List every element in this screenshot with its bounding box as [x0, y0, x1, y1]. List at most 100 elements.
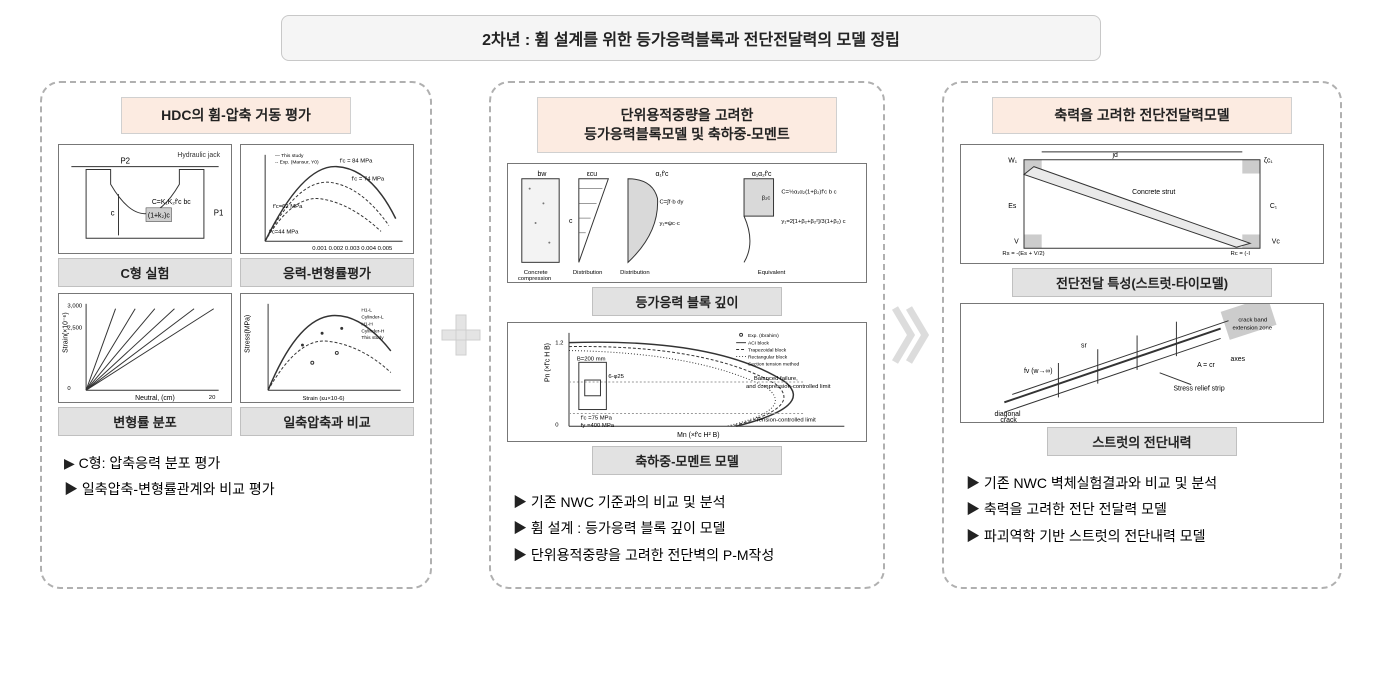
svg-text:C=K₁K₂f'c bc: C=K₁K₂f'c bc — [152, 199, 191, 206]
panel-hdc-subtitle: HDC의 휨-압축 거동 평가 — [121, 97, 351, 134]
svg-text:Mn (×f'c H² B): Mn (×f'c H² B) — [677, 432, 719, 439]
svg-text:c: c — [111, 209, 115, 218]
svg-text:crack: crack — [1000, 417, 1017, 422]
svg-text:fy =400 MPa: fy =400 MPa — [581, 423, 615, 429]
svg-text:0.001 0.002 0.003 0.004 0.005: 0.001 0.002 0.003 0.004 0.005 — [312, 246, 393, 252]
figure-strain-distribution: Strain(×10⁻⁶) Neutral, (cm) 3,000 2,500 … — [58, 293, 232, 403]
panel-stress-block-figures: bw Concrete compression εcu Distribution — [507, 163, 867, 475]
figure-cell: Balanced failure, and compression-contro… — [507, 322, 867, 475]
panel-stress-block-bullets: 기존 NWC 기준과의 비교 및 분석 휨 설계 : 등가응력 블록 깊이 모델… — [507, 489, 867, 569]
figure-label: 일축압축과 비교 — [240, 407, 414, 436]
svg-text:6-φ25: 6-φ25 — [608, 374, 624, 380]
panel-hdc-bullets: C형: 압축응력 분포 평가 일축압축-변형률관계와 비교 평가 — [58, 450, 414, 503]
svg-text:crack band: crack band — [1238, 318, 1267, 324]
svg-text:3,000: 3,000 — [67, 304, 82, 310]
svg-text:Strain (ɛu×10-6): Strain (ɛu×10-6) — [302, 396, 344, 402]
svg-text:f'c=44 MPa: f'c=44 MPa — [269, 229, 299, 235]
svg-text:C₁: C₁ — [1270, 203, 1278, 210]
svg-text:Es: Es — [1008, 203, 1017, 210]
figure-uniaxial-compare: H1-L Cylinder-L H1-H Cylinder-H This stu… — [240, 293, 414, 403]
bullet-item: 파괴역학 기반 스트럿의 전단내력 모델 — [966, 523, 1324, 550]
svg-text:Rectangular block: Rectangular block — [748, 354, 788, 360]
svg-text:Pn (×f'c H B): Pn (×f'c H B) — [544, 343, 551, 382]
figure-cell: Hydraulic jack P2 C=K₁K₂f'c bc (1+k₂)c c… — [58, 144, 232, 287]
figure-label: 축하중-모멘트 모델 — [592, 446, 782, 475]
svg-text:Balanced failure,: Balanced failure, — [754, 376, 798, 382]
svg-text:y₁=ψc·c: y₁=ψc·c — [659, 221, 679, 227]
panel-shear-figures: Concrete strut W₁ζc₁ EsC₁ jd Rs = -(Es +… — [960, 144, 1324, 456]
panel-stress-block: 단위용적중량을 고려한 등가응력블록모델 및 축하중-모멘트 bw Concre… — [489, 81, 885, 589]
svg-text:20: 20 — [209, 395, 216, 401]
panel-stress-block-subtitle: 단위용적중량을 고려한 등가응력블록모델 및 축하중-모멘트 — [537, 97, 837, 153]
svg-text:H1-L: H1-L — [361, 308, 372, 314]
svg-text:P1: P1 — [214, 209, 224, 218]
figure-cell: H1-L Cylinder-L H1-H Cylinder-H This stu… — [240, 293, 414, 436]
svg-text:sr: sr — [1081, 342, 1087, 349]
svg-text:C=∫f·b dy: C=∫f·b dy — [659, 198, 683, 205]
svg-text:axes: axes — [1231, 356, 1246, 363]
svg-text:α₁α₂f'c: α₁α₂f'c — [752, 171, 772, 178]
figure-cell: Strain(×10⁻⁶) Neutral, (cm) 3,000 2,500 … — [58, 293, 232, 436]
svg-text:Hydraulic jack: Hydraulic jack — [177, 152, 220, 159]
figure-cell: bw Concrete compression εcu Distribution — [507, 163, 867, 316]
svg-text:and compression-controlled lim: and compression-controlled limit — [746, 384, 831, 390]
svg-text:Exp. (Ibrahim): Exp. (Ibrahim) — [748, 333, 779, 339]
figure-pm-interaction: Balanced failure, and compression-contro… — [507, 322, 867, 442]
svg-text:jd: jd — [1112, 152, 1119, 159]
svg-text:α₁f'c: α₁f'c — [656, 171, 670, 178]
svg-text:extension zone: extension zone — [1232, 325, 1272, 331]
bullet-item: 휨 설계 : 등가응력 블록 깊이 모델 — [513, 515, 867, 542]
figure-label: 변형률 분포 — [58, 407, 232, 436]
connector-chevrons — [889, 81, 939, 589]
svg-text:Distribution: Distribution — [620, 270, 649, 276]
svg-text:B=200 mm: B=200 mm — [577, 356, 606, 362]
svg-text:Stress(MPa): Stress(MPa) — [244, 315, 251, 353]
panel-hdc: HDC의 휨-압축 거동 평가 Hydraulic jack P2 C=K₁K₂… — [40, 81, 432, 589]
svg-text:f'c=62 MPa: f'c=62 MPa — [273, 204, 303, 210]
figure-c-shape-test: Hydraulic jack P2 C=K₁K₂f'c bc (1+k₂)c c… — [58, 144, 232, 254]
svg-text:W₁: W₁ — [1008, 158, 1017, 165]
svg-text:C=½α₁α₂(1+β₂)f'c b c: C=½α₁α₂(1+β₂)f'c b c — [781, 188, 836, 195]
svg-text:Concrete strut: Concrete strut — [1132, 189, 1175, 196]
figure-strut-tie: Concrete strut W₁ζc₁ EsC₁ jd Rs = -(Es +… — [960, 144, 1324, 264]
svg-text:ζc₁: ζc₁ — [1264, 158, 1273, 165]
panel-hdc-figure-grid: Hydraulic jack P2 C=K₁K₂f'c bc (1+k₂)c c… — [58, 144, 414, 436]
figure-strut-shear-capacity: crack band extension zone Stress relief … — [960, 303, 1324, 423]
svg-text:Section tension method: Section tension method — [748, 361, 800, 367]
figure-label: 전단전달 특성(스트럿-타이모델) — [1012, 268, 1272, 297]
svg-text:Vc: Vc — [1272, 238, 1281, 245]
svg-text:Cylinder-H: Cylinder-H — [361, 328, 385, 334]
bullet-item: 일축압축-변형률관계와 비교 평가 — [64, 476, 414, 503]
svg-text:compression: compression — [518, 276, 551, 282]
figure-label: C형 실험 — [58, 258, 232, 287]
panel-shear-subtitle: 축력을 고려한 전단전달력모델 — [992, 97, 1292, 134]
svg-text:A = cr: A = cr — [1197, 362, 1215, 369]
svg-text:f'c =75 MPa: f'c =75 MPa — [581, 415, 613, 421]
figure-label: 스트럿의 전단내력 — [1047, 427, 1237, 456]
bullet-item: 단위용적중량을 고려한 전단벽의 P-M작성 — [513, 542, 867, 569]
connector-plus — [436, 81, 486, 589]
svg-text:Tension-controlled limit: Tension-controlled limit — [756, 417, 816, 423]
figure-label: 등가응력 블록 깊이 — [592, 287, 782, 316]
figure-cell: Concrete strut W₁ζc₁ EsC₁ jd Rs = -(Es +… — [960, 144, 1324, 297]
svg-text:c: c — [569, 218, 573, 225]
figure-stress-strain-eval: f'c = 84 MPa f'c = 74 MPa f'c=62 MPa f'c… — [240, 144, 414, 254]
svg-text:Strain(×10⁻⁶): Strain(×10⁻⁶) — [62, 312, 69, 353]
svg-text:H1-H: H1-H — [361, 321, 373, 327]
svg-text:Neutral, (cm): Neutral, (cm) — [135, 395, 175, 402]
main-title: 2차년 : 휨 설계를 위한 등가응력블록과 전단전달력의 모델 정립 — [281, 15, 1101, 61]
svg-text:-- Exp. (Mansur, Y0): -- Exp. (Mansur, Y0) — [275, 160, 319, 166]
figure-label: 응력-변형률평가 — [240, 258, 414, 287]
svg-text:bw: bw — [538, 171, 547, 178]
svg-text:This study: This study — [361, 335, 384, 341]
figure-cell: f'c = 84 MPa f'c = 74 MPa f'c=62 MPa f'c… — [240, 144, 414, 287]
panel-shear: 축력을 고려한 전단전달력모델 Concrete strut W₁ ζc₁ Es C… — [942, 81, 1342, 589]
svg-text:1.2: 1.2 — [555, 340, 563, 346]
svg-text:V: V — [1014, 238, 1019, 245]
svg-text:— This study: — This study — [275, 153, 304, 159]
svg-text:Equivalent: Equivalent — [758, 270, 786, 276]
panels-row: HDC의 휨-압축 거동 평가 Hydraulic jack P2 C=K₁K₂… — [40, 81, 1342, 589]
svg-text:0: 0 — [67, 386, 71, 392]
bullet-item: C형: 압축응력 분포 평가 — [64, 450, 414, 477]
svg-text:fv (w→∞): fv (w→∞) — [1024, 368, 1053, 375]
